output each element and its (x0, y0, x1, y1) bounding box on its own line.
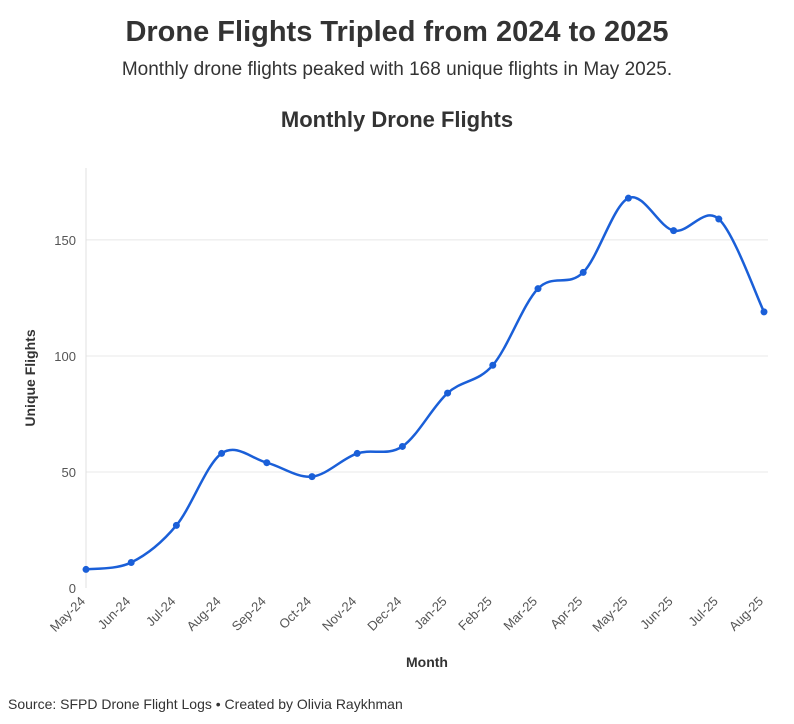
data-point (82, 565, 90, 573)
data-point (624, 194, 632, 202)
x-tick-label: Dec-24 (364, 594, 404, 634)
x-tick-label: Aug-25 (726, 594, 766, 634)
x-tick-label: Feb-25 (455, 594, 495, 634)
series-line (85, 196, 766, 571)
data-point (398, 442, 406, 450)
y-tick-label: 0 (69, 581, 76, 596)
headline: Drone Flights Tripled from 2024 to 2025 (125, 16, 669, 48)
x-tick-label: Sep-24 (229, 594, 269, 634)
source-credit: Source: SFPD Drone Flight Logs • Created… (8, 696, 403, 712)
x-axis-title: Month (406, 654, 448, 670)
data-point (308, 473, 316, 481)
data-point (444, 389, 452, 397)
y-tick-label: 150 (54, 233, 76, 248)
data-point (715, 215, 723, 223)
grid-lines (86, 239, 768, 473)
data-point (218, 449, 226, 457)
data-point (534, 285, 542, 293)
data-points (82, 194, 768, 573)
x-tick-labels: May-24 Jun-24 Jul-24 Aug-24 Sep-24 Oct-24 Nov-… (47, 594, 766, 635)
data-point (127, 558, 135, 566)
x-tick-label: Oct-24 (276, 594, 314, 632)
y-tick-label: 50 (62, 465, 76, 480)
data-point (579, 268, 587, 276)
x-tick-label: May-25 (589, 594, 630, 635)
x-tick-label: Mar-25 (500, 594, 540, 634)
chart-title: Monthly Drone Flights (280, 107, 514, 132)
data-point (760, 308, 768, 316)
x-tick-label: Aug-24 (183, 594, 223, 634)
data-point (489, 361, 497, 369)
x-tick-label: Jun-25 (637, 594, 676, 633)
x-tick-label: Jul-25 (685, 594, 721, 630)
x-tick-label: May-24 (47, 594, 88, 635)
data-point (353, 449, 361, 457)
data-point (670, 227, 678, 235)
y-tick-labels: 0 50 100 150 (54, 233, 76, 596)
x-tick-label: Apr-25 (547, 594, 585, 632)
data-point (263, 459, 271, 467)
x-tick-label: Nov-24 (319, 594, 359, 634)
x-tick-label: Jun-24 (95, 594, 134, 633)
subheadline: Monthly drone flights peaked with 168 un… (121, 59, 673, 80)
y-tick-label: 100 (54, 349, 76, 364)
data-point (172, 521, 180, 529)
x-tick-label: Jan-25 (411, 594, 450, 633)
y-axis-title: Unique Flights (22, 329, 38, 426)
x-tick-label: Jul-24 (143, 594, 179, 630)
